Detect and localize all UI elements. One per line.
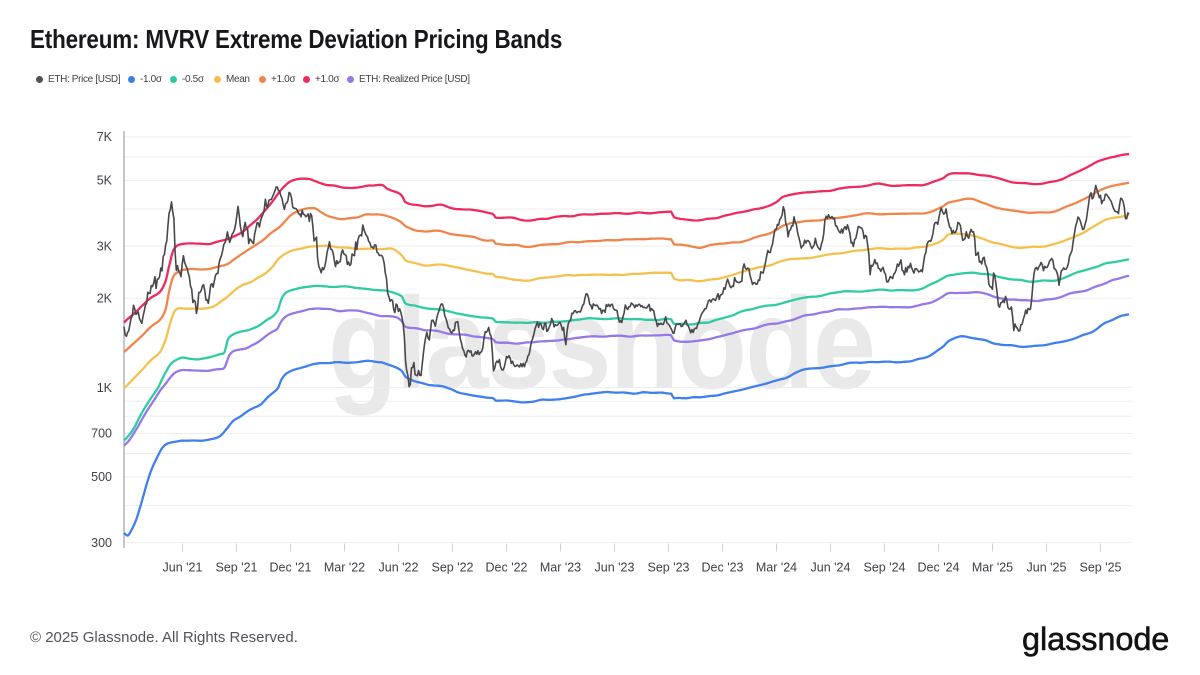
svg-text:3K: 3K: [97, 239, 113, 253]
svg-text:7K: 7K: [97, 130, 113, 144]
svg-text:500: 500: [91, 470, 112, 484]
svg-text:Jun '24: Jun '24: [811, 561, 851, 575]
svg-text:Dec '23: Dec '23: [702, 561, 744, 575]
svg-text:Jun '25: Jun '25: [1027, 561, 1067, 575]
svg-text:Sep '25: Sep '25: [1079, 561, 1121, 575]
svg-text:2K: 2K: [97, 292, 113, 306]
svg-text:Sep '24: Sep '24: [863, 561, 905, 575]
svg-text:700: 700: [91, 427, 112, 441]
svg-text:Sep '22: Sep '22: [431, 561, 473, 575]
svg-text:Mar '22: Mar '22: [324, 561, 365, 575]
svg-text:Dec '24: Dec '24: [918, 561, 960, 575]
svg-text:Mar '25: Mar '25: [972, 561, 1013, 575]
svg-text:Jun '21: Jun '21: [163, 561, 203, 575]
svg-text:Jun '22: Jun '22: [379, 561, 419, 575]
svg-text:Mar '23: Mar '23: [540, 561, 581, 575]
svg-text:Dec '22: Dec '22: [486, 561, 528, 575]
svg-text:1K: 1K: [97, 381, 113, 395]
svg-text:Jun '23: Jun '23: [595, 561, 635, 575]
svg-text:5K: 5K: [97, 174, 113, 188]
svg-text:300: 300: [91, 536, 112, 550]
svg-text:Mar '24: Mar '24: [756, 561, 797, 575]
svg-text:Dec '21: Dec '21: [270, 561, 312, 575]
svg-text:Sep '21: Sep '21: [215, 561, 257, 575]
svg-text:Sep '23: Sep '23: [647, 561, 689, 575]
